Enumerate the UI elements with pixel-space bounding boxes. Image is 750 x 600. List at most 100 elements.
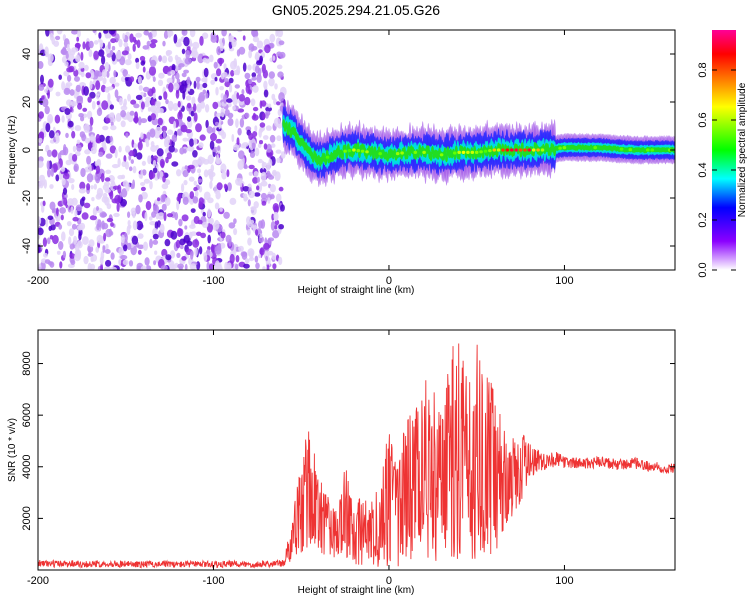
noise-cell xyxy=(184,263,188,270)
noise-cell xyxy=(186,95,192,101)
noise-cell xyxy=(115,50,122,60)
noise-cell xyxy=(109,135,113,142)
noise-cell xyxy=(268,77,275,87)
noise-cell xyxy=(80,167,86,178)
noise-cell xyxy=(55,91,61,97)
noise-cell xyxy=(220,42,224,52)
noise-cell xyxy=(49,184,54,189)
noise-cell xyxy=(181,30,186,35)
noise-cell xyxy=(122,102,127,108)
noise-cell xyxy=(121,50,129,56)
noise-cell xyxy=(254,125,258,132)
noise-cell xyxy=(197,178,203,183)
noise-cell xyxy=(154,250,158,255)
noise-cell xyxy=(108,30,116,35)
noise-cell xyxy=(193,103,197,112)
noise-cell xyxy=(83,202,91,209)
noise-cell xyxy=(140,91,145,97)
noise-cell xyxy=(181,48,186,55)
noise-cell xyxy=(74,125,82,132)
noise-cell xyxy=(91,197,95,202)
noise-cell xyxy=(72,145,77,152)
noise-cell xyxy=(86,183,91,191)
noise-cell xyxy=(155,212,160,220)
noise-cell xyxy=(207,154,214,165)
noise-cell xyxy=(125,145,131,153)
x-tick-label: 100 xyxy=(555,575,573,587)
noise-cell xyxy=(201,32,209,39)
noise-cell xyxy=(177,128,182,136)
noise-cell xyxy=(275,193,282,203)
noise-cell xyxy=(60,49,65,55)
noise-cell xyxy=(107,86,114,91)
noise-cell xyxy=(133,117,139,123)
signal-hotspot xyxy=(422,150,426,154)
noise-cell xyxy=(244,96,251,106)
y-tick-label: 2000 xyxy=(21,506,33,530)
noise-cell xyxy=(143,241,148,251)
noise-cell xyxy=(47,168,51,178)
signal-hotspot xyxy=(667,148,672,152)
noise-cell xyxy=(71,47,79,53)
noise-cell xyxy=(85,72,92,79)
noise-cell xyxy=(79,131,86,138)
noise-cell xyxy=(127,220,131,226)
noise-cell xyxy=(259,140,263,145)
noise-cell xyxy=(237,108,245,113)
noise-cell xyxy=(104,61,110,71)
noise-cell xyxy=(124,77,129,81)
noise-cell xyxy=(195,123,202,133)
noise-cell xyxy=(233,218,237,225)
noise-cell xyxy=(113,70,117,78)
signal-hotspot xyxy=(360,149,365,153)
noise-cell xyxy=(221,30,227,37)
noise-cell xyxy=(183,179,188,186)
noise-cell xyxy=(66,99,72,106)
noise-cell xyxy=(56,30,63,35)
noise-cell xyxy=(140,169,144,180)
signal-hotspot xyxy=(479,150,483,154)
noise-cell xyxy=(252,85,259,93)
noise-cell xyxy=(145,265,152,270)
noise-cell xyxy=(221,171,227,180)
noise-cell xyxy=(145,96,151,102)
noise-cell xyxy=(194,190,199,198)
noise-cell xyxy=(90,134,95,143)
noise-cell xyxy=(186,76,191,86)
noise-cell xyxy=(192,150,198,158)
noise-cell xyxy=(96,100,100,106)
noise-cell xyxy=(201,77,207,83)
noise-cell xyxy=(245,84,251,94)
noise-cell xyxy=(67,120,74,128)
noise-cell xyxy=(189,224,196,230)
noise-cell xyxy=(168,263,175,270)
noise-cell xyxy=(110,38,117,44)
noise-cell xyxy=(255,229,259,236)
noise-cell xyxy=(261,160,265,170)
signal-hotspot xyxy=(352,148,356,152)
noise-cell xyxy=(114,148,118,159)
noise-cell xyxy=(260,180,268,187)
noise-cell xyxy=(220,163,227,173)
noise-cell xyxy=(260,171,267,182)
noise-cell xyxy=(125,182,130,192)
noise-cell xyxy=(223,183,228,189)
noise-cell xyxy=(118,259,122,265)
noise-cell xyxy=(48,130,55,139)
noise-cell xyxy=(98,134,105,142)
noise-cell xyxy=(236,30,243,33)
noise-cell xyxy=(171,161,179,167)
noise-cell xyxy=(238,245,244,252)
noise-cell xyxy=(157,157,161,163)
noise-cell xyxy=(266,264,270,270)
noise-cell xyxy=(268,103,272,109)
noise-cell xyxy=(208,217,214,225)
noise-cell xyxy=(247,237,252,246)
noise-cell xyxy=(58,74,62,80)
noise-cell xyxy=(101,220,105,230)
noise-cell xyxy=(189,191,195,200)
noise-cell xyxy=(268,71,275,79)
noise-cell xyxy=(270,221,276,231)
noise-cell xyxy=(41,95,45,100)
